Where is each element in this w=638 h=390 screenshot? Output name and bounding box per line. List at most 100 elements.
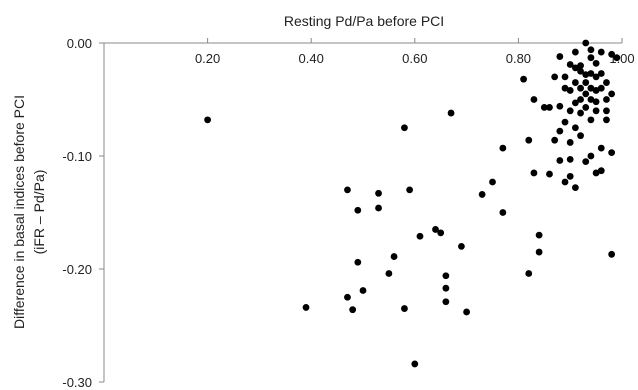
data-point	[556, 127, 564, 135]
data-point	[587, 96, 595, 103]
data-point	[597, 144, 605, 152]
data-point	[592, 169, 600, 177]
data-point	[204, 116, 212, 124]
data-point	[489, 178, 496, 186]
data-point	[437, 229, 445, 237]
y-tick-label: -0.20	[62, 262, 92, 277]
data-point	[375, 189, 382, 197]
data-point	[577, 62, 584, 69]
data-point	[530, 96, 538, 103]
data-point	[354, 206, 362, 214]
data-point	[592, 98, 600, 106]
data-point	[354, 258, 362, 266]
x-tick-label: 0.60	[402, 51, 427, 66]
data-point	[401, 305, 408, 312]
y-tick-label: 0.00	[67, 36, 92, 51]
data-point	[571, 79, 579, 86]
data-point	[447, 109, 455, 117]
data-point	[432, 226, 439, 233]
data-point	[582, 71, 590, 79]
y-tick-label: -0.10	[62, 149, 92, 164]
data-point	[587, 54, 595, 62]
data-point	[390, 253, 398, 260]
data-point	[603, 116, 610, 124]
data-point	[571, 184, 579, 192]
data-point	[546, 170, 553, 178]
data-point	[603, 96, 610, 103]
data-point	[597, 70, 605, 77]
data-point	[587, 70, 595, 77]
data-point	[499, 144, 507, 152]
y-axis-label: Difference in basal indices before PCI (…	[11, 95, 47, 329]
data-point	[603, 79, 610, 86]
x-tick-label: 0.40	[299, 51, 324, 66]
data-point	[566, 107, 574, 115]
data-point	[587, 46, 595, 54]
data-point	[571, 48, 579, 56]
data-point	[442, 298, 450, 306]
data-point	[566, 61, 574, 68]
data-point	[359, 287, 367, 294]
data-point	[587, 152, 595, 160]
data-point	[540, 104, 548, 111]
data-point	[375, 204, 382, 212]
data-point	[349, 306, 357, 314]
data-point	[571, 64, 579, 72]
data-point	[577, 132, 584, 140]
data-point	[530, 169, 538, 177]
data-point	[566, 172, 574, 180]
data-point	[556, 53, 564, 60]
chart-title: Resting Pd/Pa before PCI	[284, 13, 444, 29]
data-point	[344, 293, 351, 301]
data-point	[478, 191, 486, 198]
data-point	[561, 73, 569, 81]
data-point	[561, 178, 569, 186]
data-point	[597, 48, 605, 56]
data-point	[525, 136, 533, 144]
data-point	[556, 102, 564, 110]
data-point	[571, 99, 579, 107]
data-point	[535, 231, 543, 239]
data-point	[577, 96, 584, 103]
data-point	[416, 232, 424, 240]
data-point	[608, 149, 616, 157]
data-point	[535, 248, 543, 256]
data-point	[582, 79, 590, 86]
data-point	[551, 136, 559, 144]
data-point	[442, 272, 450, 280]
data-points	[204, 39, 621, 368]
data-point	[592, 107, 600, 115]
data-point	[566, 87, 574, 94]
data-point	[525, 270, 533, 277]
data-point	[582, 39, 590, 47]
data-point	[566, 155, 574, 163]
data-point	[603, 107, 610, 115]
data-point	[302, 304, 310, 311]
data-point	[566, 139, 574, 146]
data-point	[406, 186, 414, 194]
data-point	[613, 54, 621, 62]
data-point	[587, 116, 595, 124]
data-point	[411, 360, 419, 368]
data-point	[442, 284, 450, 292]
y-axis-label-line-1: Difference in basal indices before PCI	[11, 95, 27, 329]
data-point	[499, 209, 507, 216]
data-point	[592, 59, 600, 67]
data-point	[385, 270, 393, 277]
data-point	[577, 109, 584, 117]
data-point	[608, 90, 616, 98]
data-point	[344, 186, 351, 194]
y-axis-ticks: 0.00 -0.10 -0.20 -0.30	[62, 36, 104, 390]
data-point	[597, 84, 605, 92]
data-point	[582, 104, 590, 111]
data-point	[458, 243, 465, 250]
data-point	[520, 75, 527, 83]
data-point	[571, 124, 579, 132]
data-point	[401, 124, 408, 132]
y-tick-label: -0.30	[62, 375, 92, 390]
data-point	[587, 84, 595, 92]
axes	[103, 42, 622, 382]
x-tick-label: 0.20	[195, 51, 220, 66]
data-point	[608, 50, 616, 58]
